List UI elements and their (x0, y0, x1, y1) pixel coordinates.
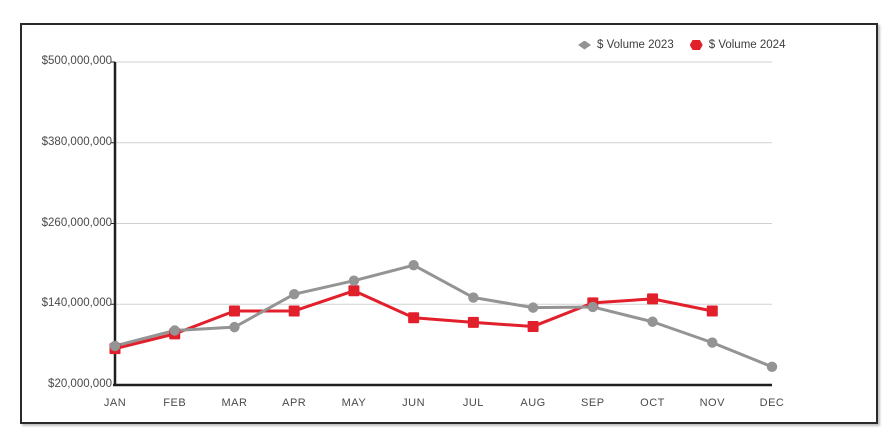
diamond-marker-icon (578, 40, 591, 50)
legend-item-volume-2024[interactable]: $ Volume 2024 (689, 39, 786, 51)
data-point-marker[interactable] (707, 337, 718, 348)
data-point-marker[interactable] (468, 292, 479, 303)
square-marker-icon (689, 40, 703, 50)
y-axis-tick-label: $380,000,000 (41, 135, 112, 148)
legend-label-2024: $ Volume 2024 (708, 39, 786, 51)
x-axis-tick-label: OCT (640, 397, 665, 409)
data-point-marker[interactable] (288, 305, 300, 317)
data-point-marker[interactable] (766, 361, 778, 373)
y-axis-tick-label: $20,000,000 (48, 378, 112, 390)
data-point-marker[interactable] (706, 305, 718, 317)
legend-label-2023: $ Volume 2023 (597, 39, 674, 51)
x-axis-tick-label: MAY (341, 397, 367, 409)
x-axis-tick-label: SEP (581, 397, 605, 409)
chart-legend: $ Volume 2023 $ Volume 2024 (578, 39, 785, 51)
y-axis-tick-label: $260,000,000 (41, 216, 112, 229)
legend-item-volume-2023[interactable]: $ Volume 2023 (578, 39, 674, 51)
data-point-marker[interactable] (348, 275, 360, 286)
x-axis-tick-label: AUG (520, 397, 546, 409)
x-axis-tick-label: JUL (462, 397, 484, 409)
data-point-marker[interactable] (647, 316, 658, 327)
data-point-marker[interactable] (229, 321, 240, 333)
x-axis-tick-label: JAN (103, 397, 127, 409)
data-point-marker[interactable] (228, 305, 240, 317)
x-axis-tick-label: APR (282, 397, 307, 409)
data-point-marker[interactable] (467, 316, 479, 328)
data-point-marker[interactable] (408, 312, 420, 324)
data-point-marker[interactable] (647, 293, 659, 305)
x-axis-tick-label: FEB (163, 397, 187, 409)
data-point-marker[interactable] (288, 288, 300, 300)
data-point-marker[interactable] (408, 260, 419, 271)
x-axis-tick-label: JUN (402, 397, 426, 409)
y-axis-tick-label: $140,000,000 (41, 297, 112, 310)
series-line-0 (113, 263, 774, 369)
data-point-marker[interactable] (527, 302, 539, 313)
x-axis-tick-label: DEC (759, 397, 785, 409)
data-point-marker[interactable] (109, 340, 121, 352)
data-point-marker[interactable] (169, 325, 180, 336)
data-point-marker[interactable] (587, 301, 599, 313)
y-axis-tick-label: $500,000,000 (41, 55, 112, 67)
data-point-marker[interactable] (348, 285, 360, 297)
data-point-marker[interactable] (527, 320, 539, 332)
x-axis-tick-label: MAR (221, 397, 248, 409)
x-axis-tick-label: NOV (699, 397, 725, 409)
